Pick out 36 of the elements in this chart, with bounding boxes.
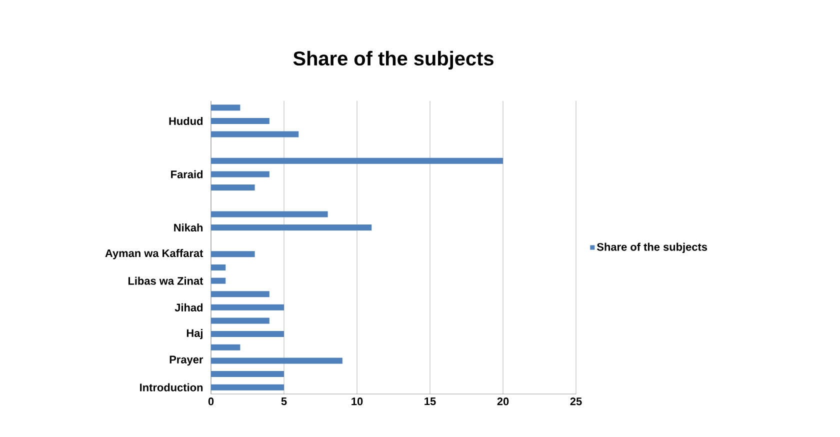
bar (211, 118, 270, 124)
x-tick-label: 10 (352, 398, 363, 406)
bar (211, 158, 504, 164)
x-tick-label: 20 (497, 398, 509, 406)
bar (211, 224, 372, 231)
y-tick-label: Ayman wa Kaffarat (105, 249, 204, 260)
bar (211, 104, 240, 111)
y-tick-label: Libas wa Zinat (128, 276, 204, 285)
legend-label: Share of the subjects (596, 242, 708, 253)
bar (211, 291, 270, 298)
bar (211, 171, 270, 178)
y-tick-label: Haj (186, 328, 202, 340)
y-tick-label: Faraid (171, 170, 203, 178)
bar (211, 384, 284, 390)
y-tick-label: Hudud (169, 116, 203, 125)
bar (211, 184, 255, 191)
x-tick-label: 15 (424, 398, 436, 406)
bar (211, 264, 226, 270)
y-tick-label: Prayer (170, 356, 204, 366)
x-tick-label: 25 (570, 398, 582, 406)
bar (211, 371, 284, 378)
y-tick-label: Jihad (174, 303, 203, 312)
y-tick-label: Nikah (174, 223, 203, 232)
bar (211, 304, 284, 310)
x-tick-label: 0 (208, 398, 214, 406)
bar (211, 131, 299, 138)
bar (211, 344, 240, 350)
bar (211, 278, 226, 284)
y-tick-label: Introduction (140, 383, 203, 392)
bar (211, 211, 328, 218)
x-tick-label: 5 (281, 398, 287, 406)
bar (211, 331, 284, 338)
bar (211, 318, 270, 324)
chart-title: Share of the subjects (293, 50, 494, 70)
bar (211, 358, 342, 364)
bar (211, 251, 255, 258)
